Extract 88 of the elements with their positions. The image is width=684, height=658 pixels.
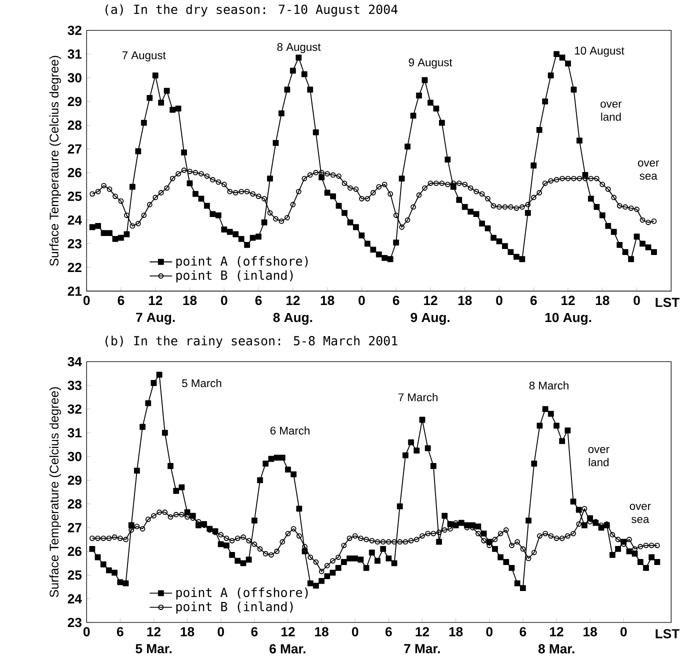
x-axis-title: LST: [656, 629, 680, 638]
x-tick-label: 0: [352, 627, 358, 636]
y-tick-label: 30: [68, 73, 82, 83]
y-tick-label: 28: [68, 499, 82, 509]
x-tick-label: 18: [320, 296, 334, 306]
x-tick-label: 0: [358, 296, 365, 306]
annotation: over sea: [630, 504, 651, 524]
chart-title: (b) In the rainy season: 5-8 March 2001: [106, 336, 398, 348]
text: 8 Mar.: [538, 644, 574, 654]
text: 7 Mar.: [404, 644, 440, 654]
x-tick-label: 0: [486, 627, 492, 636]
x-tick-label: 0: [83, 296, 90, 306]
x-tick-label: 12: [424, 296, 438, 306]
y-axis-title: Surface Temperature (Celcius degree): [49, 56, 61, 266]
x-tick-label: 0: [83, 627, 90, 636]
y-tick-label: 25: [68, 192, 82, 202]
x-tick-label: 18: [584, 627, 597, 636]
x-tick-label: 0: [496, 296, 502, 306]
x-tick-label: 6: [386, 627, 392, 636]
x-tick-label: 18: [315, 627, 328, 636]
y-tick-label: 34: [68, 357, 82, 366]
y-tick-label: 26: [68, 546, 82, 556]
annotation: 10 August: [575, 46, 624, 57]
annotation: 8 August: [277, 43, 321, 54]
annotation: 7 March: [398, 393, 438, 402]
annotation: over land: [600, 102, 622, 121]
x-tick-label: 18: [458, 296, 472, 306]
x-tick-label: 18: [596, 296, 610, 306]
annotation: 7 August: [122, 52, 166, 62]
x-tick-label: 6: [255, 296, 262, 306]
x-tick-label: 12: [286, 296, 300, 306]
y-tick-label: 30: [68, 452, 82, 462]
x-tick-label: 6: [251, 627, 258, 636]
legend-label: point A (offshore): [176, 256, 308, 268]
x-tick-label: 6: [520, 627, 526, 636]
chart-title: (a) In the dry season: 7-10 August 2004: [106, 4, 398, 17]
x-tick-label: 0: [634, 296, 640, 306]
y-tick-label: 23: [68, 239, 82, 248]
y-tick-label: 32: [68, 404, 82, 414]
x-tick-label: 0: [221, 296, 228, 306]
annotation: 8 March: [529, 381, 568, 390]
y-tick-label: 29: [68, 96, 82, 106]
x-tick-label: 12: [562, 296, 575, 306]
y-tick-label: 31: [68, 428, 82, 438]
x-tick-label: 18: [180, 627, 194, 636]
x-tick-label: 6: [392, 296, 400, 306]
text: 8 Aug.: [273, 312, 312, 325]
legend-label: point B (inland): [176, 602, 293, 614]
x-tick-label: 18: [449, 627, 463, 636]
y-tick-label: 23: [68, 618, 82, 628]
text: 10 Aug.: [545, 312, 592, 325]
x-tick-label: 12: [148, 296, 162, 306]
y-tick-label: 29: [68, 476, 82, 485]
y-tick-label: 27: [68, 523, 82, 532]
x-tick-label: 12: [147, 627, 160, 636]
x-tick-label: 0: [620, 627, 627, 636]
annotation: over land: [588, 447, 610, 466]
y-tick-label: 26: [68, 168, 82, 178]
y-tick-label: 22: [68, 262, 82, 272]
x-tick-label: 6: [116, 627, 124, 636]
x-tick-label: 0: [218, 627, 224, 636]
text: 5 Mar.: [136, 644, 172, 654]
y-tick-label: 25: [68, 570, 82, 580]
annotation: 5 March: [182, 379, 222, 388]
legend-label: point A (offshore): [176, 588, 308, 600]
annotation: 6 March: [270, 426, 310, 435]
x-tick-label: 18: [183, 296, 197, 306]
text: 9 Aug.: [410, 312, 450, 325]
y-tick-label: 21: [68, 286, 82, 296]
y-tick-label: 31: [68, 50, 82, 59]
text: 7 Aug.: [136, 312, 175, 325]
legend-label: point B (inland): [176, 270, 293, 282]
y-tick-label: 32: [68, 26, 82, 36]
y-tick-label: 24: [68, 216, 82, 225]
y-tick-label: 24: [68, 594, 82, 604]
text: 6 Mar.: [270, 644, 306, 654]
y-axis-title: Surface Temperature (Celcius degree): [49, 387, 61, 598]
y-tick-label: 28: [68, 120, 82, 130]
x-tick-label: 12: [416, 627, 430, 636]
y-tick-label: 33: [68, 380, 82, 390]
x-axis-title: LST: [656, 298, 680, 308]
x-tick-label: 6: [530, 296, 537, 306]
annotation: over sea: [638, 160, 660, 180]
x-tick-label: 12: [550, 627, 564, 636]
annotation: 9 August: [408, 58, 452, 69]
x-tick-label: 12: [282, 627, 295, 636]
y-tick-label: 27: [68, 144, 82, 154]
x-tick-label: 6: [118, 296, 124, 306]
